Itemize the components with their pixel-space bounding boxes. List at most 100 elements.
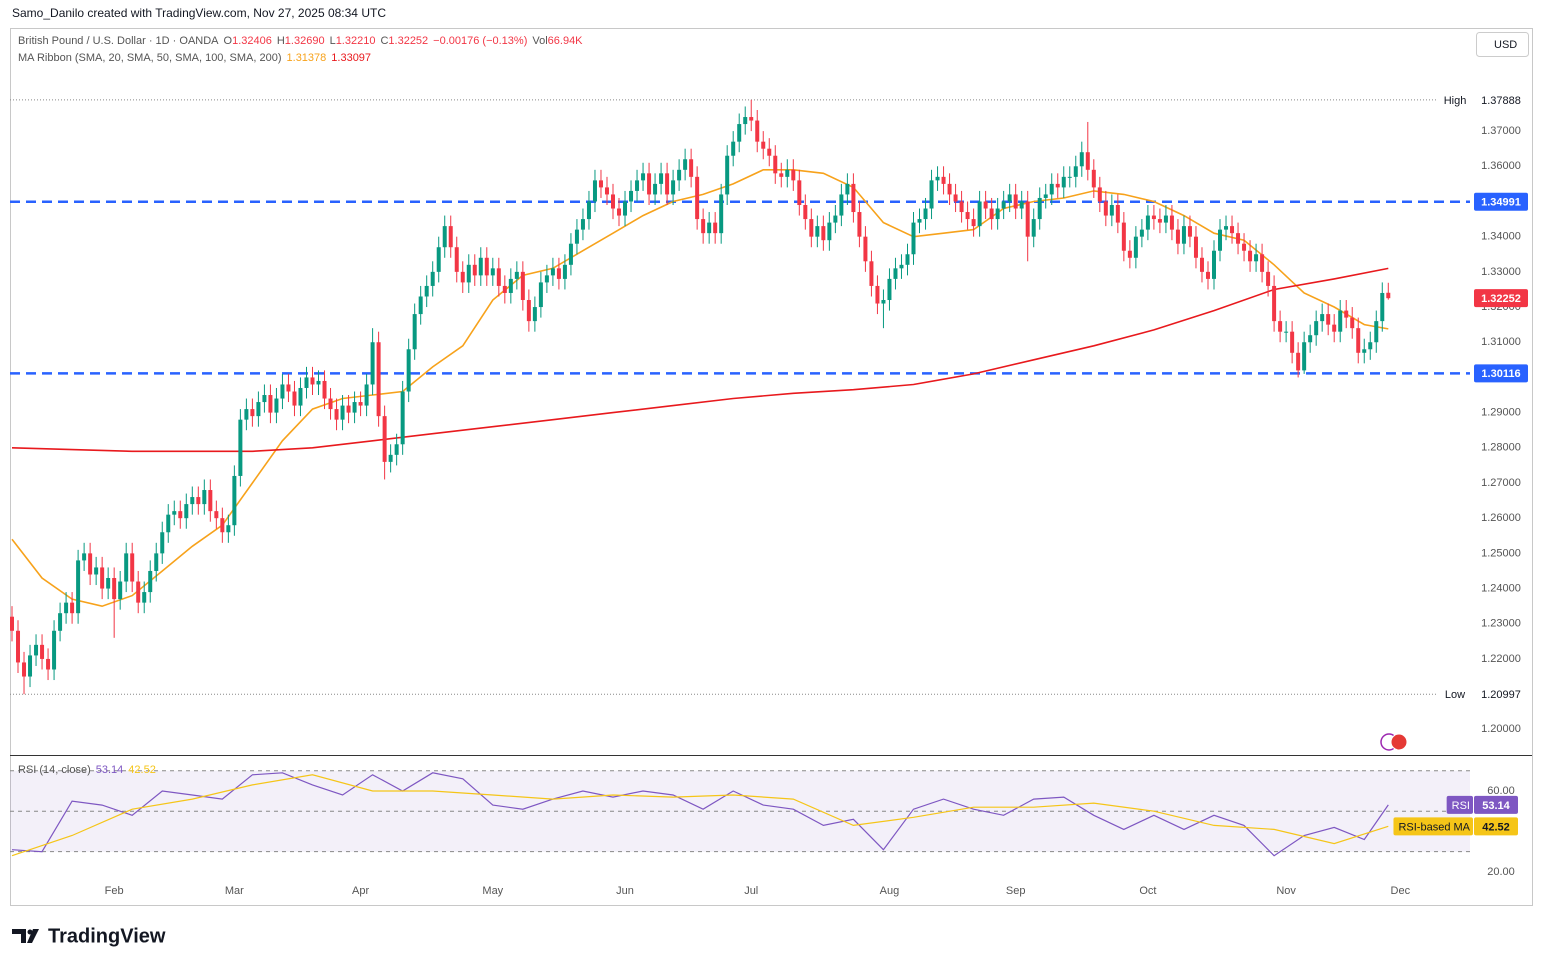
currency[interactable]: USD bbox=[1494, 39, 1517, 51]
candle-body bbox=[803, 204, 808, 220]
candle-body bbox=[1338, 310, 1343, 332]
candle-body bbox=[130, 553, 135, 582]
candle-body bbox=[1187, 226, 1192, 237]
candle-body bbox=[178, 511, 183, 519]
candle-body bbox=[815, 226, 820, 237]
candle-body bbox=[1205, 271, 1210, 279]
candle-body bbox=[1374, 321, 1379, 343]
candle-body bbox=[322, 380, 327, 399]
candle-body bbox=[412, 314, 417, 350]
candle-body bbox=[1224, 226, 1229, 230]
candle-body bbox=[887, 278, 892, 301]
y-tick-label: 1.37000 bbox=[1481, 125, 1521, 137]
candle-body bbox=[665, 173, 670, 195]
x-tick-label: Mar bbox=[225, 885, 244, 897]
candle-body bbox=[1019, 201, 1024, 209]
candle-body bbox=[562, 264, 567, 279]
candle-body bbox=[959, 201, 964, 213]
candle-body bbox=[1308, 335, 1313, 343]
candle-body bbox=[869, 261, 874, 286]
ohlc-value: 1.32406 bbox=[232, 35, 272, 47]
candle-body bbox=[1157, 219, 1162, 223]
rsi-legend: RSI (14, close) 53.14 42.52 bbox=[18, 764, 161, 776]
candle-body bbox=[250, 409, 255, 417]
candle-body bbox=[490, 268, 495, 276]
candle-body bbox=[1079, 152, 1084, 167]
candle-body bbox=[40, 644, 45, 659]
level-tag: 1.34991 bbox=[1481, 197, 1521, 209]
y-tick-label: 1.28000 bbox=[1481, 442, 1521, 454]
candle-body bbox=[502, 285, 507, 293]
candle-body bbox=[947, 183, 952, 195]
candle-body bbox=[839, 194, 844, 216]
candle-body bbox=[809, 219, 814, 237]
candle-body bbox=[232, 475, 237, 526]
y-tick-label: 1.26000 bbox=[1481, 512, 1521, 524]
candle-body bbox=[1103, 201, 1108, 216]
y-tick-label: 1.29000 bbox=[1481, 407, 1521, 419]
candle-body bbox=[82, 553, 87, 561]
candle-body bbox=[28, 655, 33, 677]
candle-body bbox=[442, 226, 447, 248]
candle-body bbox=[418, 296, 423, 315]
candle-body bbox=[118, 581, 123, 600]
candle-body bbox=[184, 504, 189, 519]
candle-body bbox=[905, 254, 910, 265]
candle-body bbox=[1212, 250, 1216, 279]
candle-body bbox=[424, 285, 429, 297]
candle-body bbox=[538, 282, 543, 308]
candle-body bbox=[226, 525, 231, 533]
candle-body bbox=[142, 592, 147, 603]
rsi-tag-value-bg bbox=[1474, 795, 1518, 814]
x-tick-label: Jun bbox=[616, 885, 634, 897]
rsi-title: RSI (14, close) bbox=[18, 764, 91, 776]
level-tag-bg bbox=[1474, 685, 1528, 704]
candle-body bbox=[725, 155, 730, 195]
candle-body bbox=[604, 187, 609, 195]
candle-body bbox=[598, 180, 603, 188]
candle-body bbox=[635, 180, 640, 191]
candle-body bbox=[761, 141, 766, 149]
candle-body bbox=[953, 194, 958, 202]
candle-body bbox=[1350, 317, 1355, 329]
ohlc-key: H bbox=[276, 35, 285, 47]
currency-button[interactable] bbox=[1476, 32, 1529, 57]
candle-body bbox=[935, 176, 940, 181]
candle-body bbox=[52, 630, 57, 670]
candle-body bbox=[1145, 215, 1150, 230]
candle-body bbox=[617, 208, 622, 216]
candle-body bbox=[833, 215, 838, 223]
event-icons bbox=[1380, 733, 1408, 751]
candle-body bbox=[334, 409, 339, 420]
candle-body bbox=[713, 222, 718, 234]
y-tick-label: 1.36000 bbox=[1481, 160, 1521, 172]
level-tag-bg bbox=[1474, 192, 1528, 211]
candle-body bbox=[1061, 176, 1066, 188]
candle-body bbox=[478, 257, 483, 276]
candle-body bbox=[484, 257, 489, 276]
candle-body bbox=[352, 402, 357, 413]
candle-body bbox=[647, 173, 652, 195]
candle-body bbox=[94, 567, 99, 575]
candle-body bbox=[1260, 254, 1265, 272]
candle-body bbox=[629, 190, 634, 202]
candle-body bbox=[574, 229, 579, 244]
candle-body bbox=[785, 169, 790, 177]
candle-body bbox=[845, 183, 850, 195]
x-tick-label: Nov bbox=[1276, 885, 1296, 897]
candle-body bbox=[208, 490, 213, 512]
candle-body bbox=[1025, 201, 1030, 237]
ohlc-value: 1.32252 bbox=[388, 35, 429, 47]
candle-body bbox=[166, 514, 171, 533]
level-label-bg bbox=[1438, 685, 1472, 704]
candle-body bbox=[298, 387, 303, 406]
candle-body bbox=[1133, 236, 1138, 258]
candle-body bbox=[1013, 194, 1018, 209]
candle-body bbox=[1242, 243, 1247, 251]
candle-body bbox=[580, 219, 585, 230]
candle-body bbox=[1248, 250, 1253, 262]
symbol-title: British Pound / U.S. Dollar · 1D · OANDA bbox=[18, 35, 219, 47]
candle-body bbox=[917, 219, 922, 223]
candle-body bbox=[262, 395, 267, 403]
